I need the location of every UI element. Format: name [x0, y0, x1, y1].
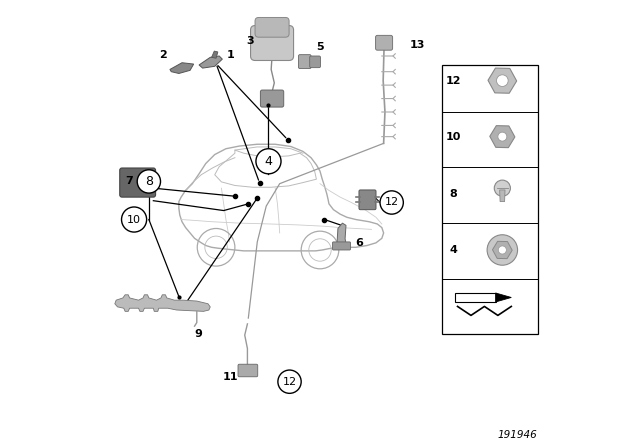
- FancyBboxPatch shape: [250, 26, 294, 60]
- Text: 191946: 191946: [497, 430, 538, 440]
- Circle shape: [498, 132, 507, 141]
- Text: 8: 8: [449, 189, 457, 198]
- FancyBboxPatch shape: [310, 56, 321, 68]
- Bar: [455, 293, 495, 302]
- Circle shape: [256, 149, 281, 174]
- Polygon shape: [170, 63, 194, 73]
- Text: 6: 6: [355, 238, 363, 248]
- Circle shape: [487, 235, 518, 265]
- Text: 7: 7: [125, 177, 133, 186]
- FancyBboxPatch shape: [359, 190, 376, 210]
- Circle shape: [122, 207, 147, 232]
- Text: 1: 1: [227, 50, 235, 60]
- Text: 4: 4: [264, 155, 273, 168]
- FancyBboxPatch shape: [376, 35, 392, 50]
- Polygon shape: [199, 56, 222, 68]
- Polygon shape: [115, 295, 210, 311]
- Polygon shape: [212, 51, 218, 58]
- Text: 12: 12: [385, 198, 399, 207]
- Text: 2: 2: [159, 50, 167, 60]
- Polygon shape: [337, 223, 346, 243]
- Circle shape: [499, 246, 506, 254]
- FancyBboxPatch shape: [120, 168, 156, 197]
- Text: 12: 12: [445, 76, 461, 86]
- Text: 4: 4: [449, 245, 457, 255]
- Polygon shape: [500, 190, 505, 202]
- Circle shape: [494, 180, 511, 196]
- Text: 12: 12: [282, 377, 296, 387]
- Circle shape: [497, 75, 508, 86]
- Polygon shape: [495, 293, 511, 302]
- Text: 10: 10: [127, 215, 141, 224]
- FancyBboxPatch shape: [298, 55, 311, 69]
- Circle shape: [137, 170, 161, 193]
- Text: 3: 3: [246, 36, 254, 46]
- FancyBboxPatch shape: [238, 364, 258, 377]
- Text: 10: 10: [445, 132, 461, 142]
- FancyBboxPatch shape: [333, 242, 351, 250]
- FancyBboxPatch shape: [260, 90, 284, 107]
- Text: 8: 8: [145, 175, 153, 188]
- Text: 11: 11: [223, 372, 239, 382]
- Circle shape: [380, 191, 403, 214]
- Text: 13: 13: [410, 40, 425, 50]
- Text: 9: 9: [194, 329, 202, 339]
- FancyBboxPatch shape: [255, 17, 289, 37]
- Circle shape: [278, 370, 301, 393]
- Text: 5: 5: [316, 42, 324, 52]
- Bar: [442, 65, 538, 334]
